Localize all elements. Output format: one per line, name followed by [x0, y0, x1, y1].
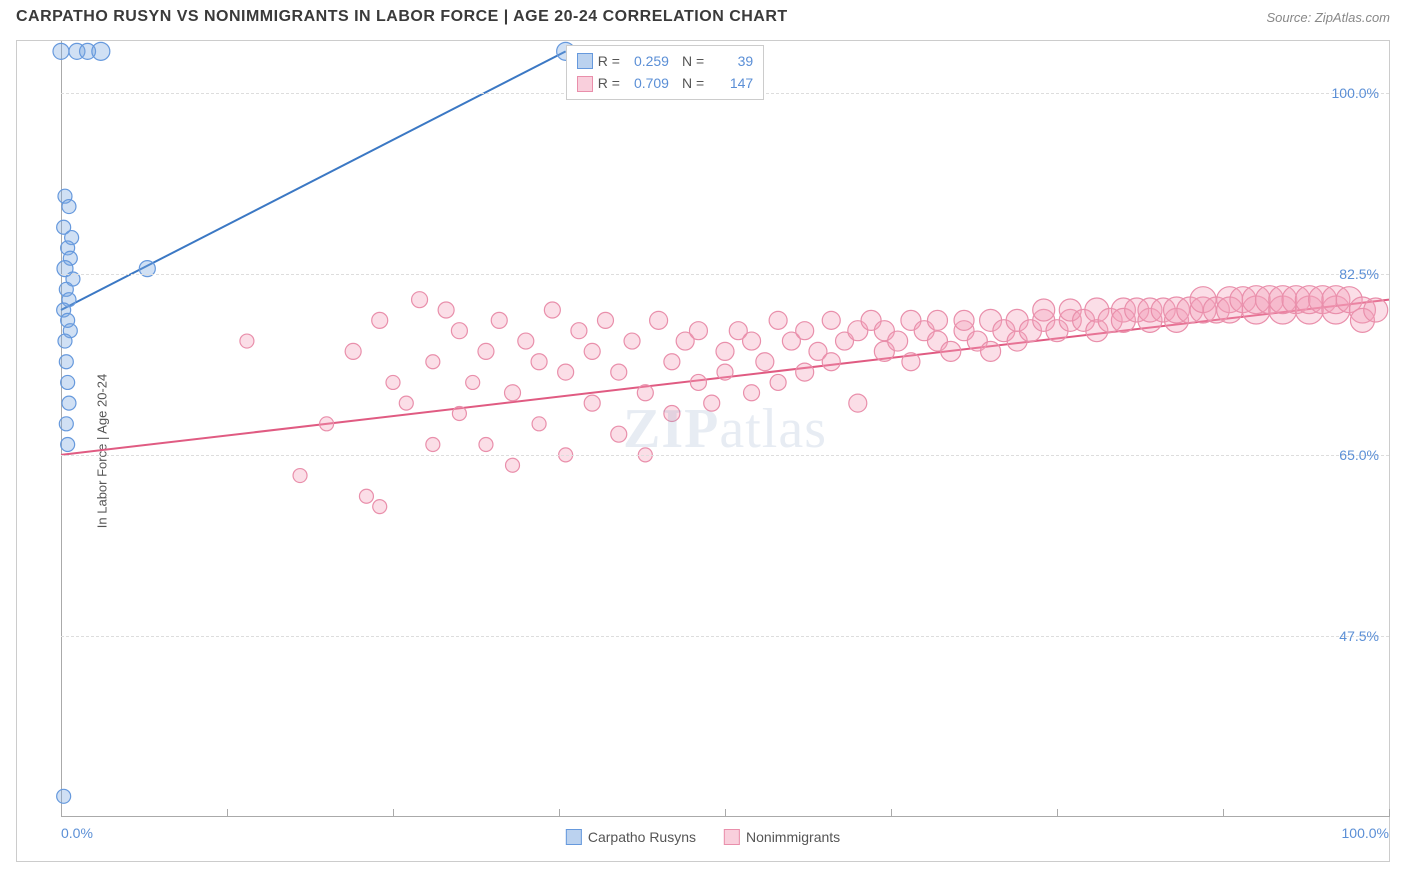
y-tick-label: 65.0% [1339, 447, 1379, 463]
r-label: R = [598, 50, 620, 72]
x-tick [1223, 809, 1224, 817]
stats-row-series-1: R = 0.709 N = 147 [577, 72, 753, 94]
r-value-1: 0.709 [625, 72, 669, 94]
stats-legend-box: R = 0.259 N = 39 R = 0.709 N = 147 [566, 45, 764, 100]
swatch-series-1 [577, 76, 593, 92]
r-value-0: 0.259 [625, 50, 669, 72]
legend-swatch [566, 829, 582, 845]
swatch-series-0 [577, 53, 593, 69]
y-tick-label: 47.5% [1339, 628, 1379, 644]
gridline [61, 455, 1389, 456]
chart-container: In Labor Force | Age 20-24 ZIPatlas 47.5… [16, 40, 1390, 862]
n-value-1: 147 [709, 72, 753, 94]
legend-label: Carpatho Rusyns [588, 829, 696, 845]
x-tick [227, 809, 228, 817]
legend-swatch [724, 829, 740, 845]
legend-item: Carpatho Rusyns [566, 829, 696, 845]
x-tick-label: 100.0% [1342, 825, 1389, 841]
stats-row-series-0: R = 0.259 N = 39 [577, 50, 753, 72]
scatter-plot-svg [61, 41, 1389, 817]
x-tick-label: 0.0% [61, 825, 93, 841]
n-label: N = [682, 50, 704, 72]
gridline [61, 636, 1389, 637]
n-label: N = [682, 72, 704, 94]
x-tick [891, 809, 892, 817]
plot-area: ZIPatlas 47.5%65.0%82.5%100.0% [61, 41, 1389, 817]
legend-item: Nonimmigrants [724, 829, 840, 845]
y-tick-label: 100.0% [1332, 85, 1379, 101]
legend-bottom: Carpatho Rusyns Nonimmigrants [566, 829, 840, 845]
source-attribution: Source: ZipAtlas.com [1266, 10, 1390, 25]
x-tick [559, 809, 560, 817]
x-tick [725, 809, 726, 817]
n-value-0: 39 [709, 50, 753, 72]
chart-title: CARPATHO RUSYN VS NONIMMIGRANTS IN LABOR… [16, 8, 788, 26]
y-tick-label: 82.5% [1339, 266, 1379, 282]
x-tick [393, 809, 394, 817]
r-label: R = [598, 72, 620, 94]
legend-label: Nonimmigrants [746, 829, 840, 845]
x-tick [1057, 809, 1058, 817]
gridline [61, 274, 1389, 275]
x-tick [1389, 809, 1390, 817]
x-tick [61, 809, 62, 817]
